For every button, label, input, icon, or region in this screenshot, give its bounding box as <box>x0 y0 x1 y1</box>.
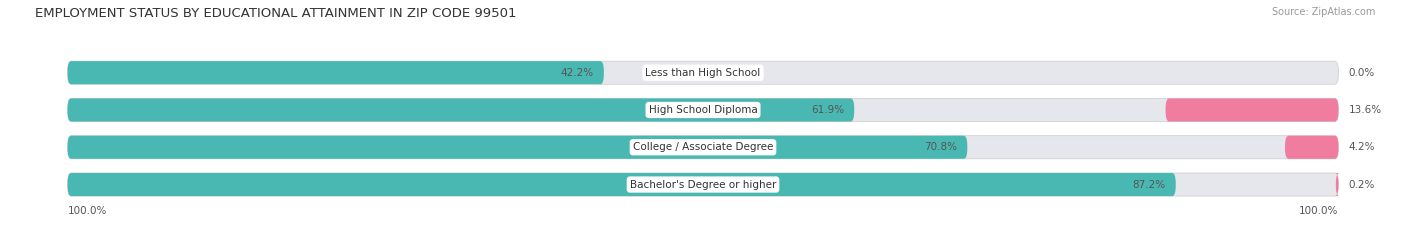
FancyBboxPatch shape <box>67 136 967 159</box>
FancyBboxPatch shape <box>67 98 1339 122</box>
Text: 4.2%: 4.2% <box>1348 142 1375 152</box>
FancyBboxPatch shape <box>67 136 1339 159</box>
FancyBboxPatch shape <box>67 61 605 84</box>
Text: Bachelor's Degree or higher: Bachelor's Degree or higher <box>630 180 776 189</box>
FancyBboxPatch shape <box>1166 98 1339 122</box>
Text: 70.8%: 70.8% <box>924 142 957 152</box>
Text: Source: ZipAtlas.com: Source: ZipAtlas.com <box>1271 7 1375 17</box>
FancyBboxPatch shape <box>67 173 1175 196</box>
Text: 42.2%: 42.2% <box>561 68 593 78</box>
Text: 13.6%: 13.6% <box>1348 105 1382 115</box>
Text: EMPLOYMENT STATUS BY EDUCATIONAL ATTAINMENT IN ZIP CODE 99501: EMPLOYMENT STATUS BY EDUCATIONAL ATTAINM… <box>35 7 516 20</box>
Text: 100.0%: 100.0% <box>67 206 107 216</box>
Text: High School Diploma: High School Diploma <box>648 105 758 115</box>
Text: Less than High School: Less than High School <box>645 68 761 78</box>
FancyBboxPatch shape <box>1285 136 1339 159</box>
Text: 100.0%: 100.0% <box>1299 206 1339 216</box>
FancyBboxPatch shape <box>1334 173 1340 196</box>
Text: 0.0%: 0.0% <box>1348 68 1375 78</box>
FancyBboxPatch shape <box>67 98 855 122</box>
Text: 0.2%: 0.2% <box>1348 180 1375 189</box>
FancyBboxPatch shape <box>67 61 1339 84</box>
FancyBboxPatch shape <box>67 173 1339 196</box>
Text: College / Associate Degree: College / Associate Degree <box>633 142 773 152</box>
Text: 61.9%: 61.9% <box>811 105 844 115</box>
Text: 87.2%: 87.2% <box>1132 180 1166 189</box>
